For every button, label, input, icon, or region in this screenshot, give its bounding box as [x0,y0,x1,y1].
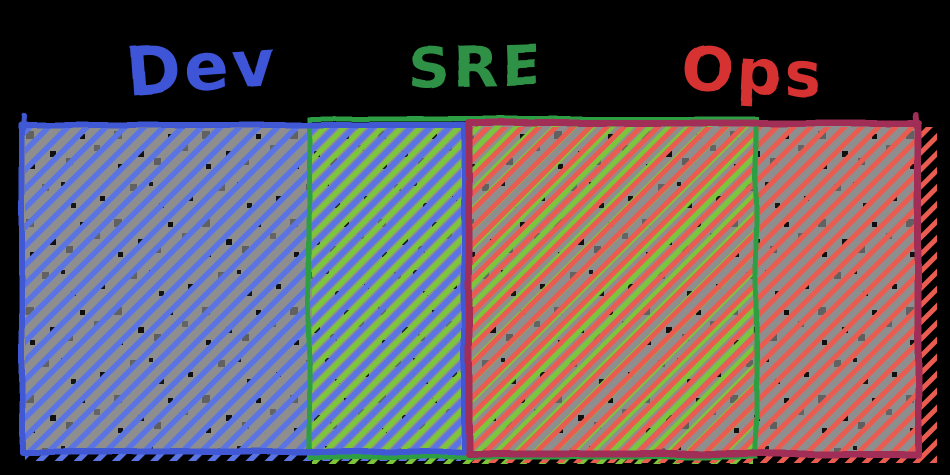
ops-region-border [465,119,922,458]
dev-region-hatch [25,128,461,461]
ops-corner-tick [912,111,919,129]
dev-corner-tick [21,113,28,131]
sre-label: SRE [407,31,544,104]
ops-label: Ops [680,31,827,111]
ops-region-hatch [472,127,937,463]
dev-region-border [19,122,467,455]
dev-label: Dev [124,24,281,111]
hand-drawn-strokes: Dev SRE Ops [19,24,922,460]
